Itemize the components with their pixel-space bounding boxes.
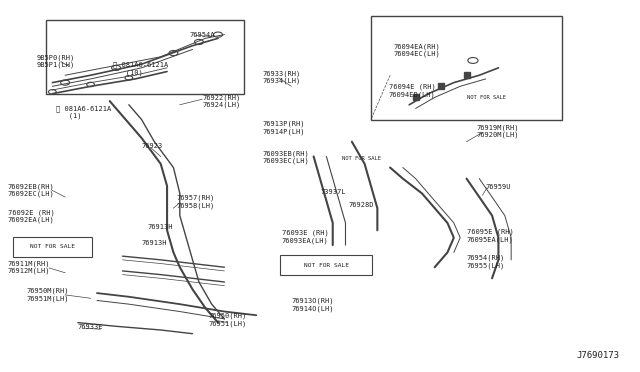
Text: 76950(RH)
76951(LH): 76950(RH) 76951(LH) [209, 312, 247, 327]
FancyBboxPatch shape [371, 16, 562, 119]
Text: 76919M(RH)
76920M(LH): 76919M(RH) 76920M(LH) [476, 124, 518, 138]
Text: 76954A: 76954A [189, 32, 215, 38]
Text: NOT FOR SALE: NOT FOR SALE [304, 263, 349, 268]
Text: 76933(RH)
76934(LH): 76933(RH) 76934(LH) [262, 70, 301, 84]
Text: 76928D: 76928D [349, 202, 374, 208]
Text: 76094E (RH)
76094EB(LH): 76094E (RH) 76094EB(LH) [389, 84, 436, 98]
Text: 76913H: 76913H [141, 240, 167, 246]
Text: Ⓑ 081A6-6121A
   (1): Ⓑ 081A6-6121A (1) [56, 105, 111, 119]
FancyBboxPatch shape [280, 256, 372, 275]
Text: NOT FOR SALE: NOT FOR SALE [342, 156, 381, 161]
Text: J7690173: J7690173 [577, 350, 620, 359]
Text: 76092EB(RH)
76092EC(LH): 76092EB(RH) 76092EC(LH) [8, 183, 54, 198]
Text: 76933E: 76933E [78, 324, 103, 330]
FancyBboxPatch shape [13, 237, 92, 257]
Text: 76094EA(RH)
76094EC(LH): 76094EA(RH) 76094EC(LH) [394, 43, 440, 57]
Text: 76911M(RH)
76912M(LH): 76911M(RH) 76912M(LH) [8, 260, 51, 274]
Text: 76959U: 76959U [486, 184, 511, 190]
Text: 76923: 76923 [141, 144, 163, 150]
Text: NOT FOR SALE: NOT FOR SALE [467, 95, 506, 100]
Text: 76092E (RH)
76092EA(LH): 76092E (RH) 76092EA(LH) [8, 209, 54, 223]
Text: 76093E (RH)
76093EA(LH): 76093E (RH) 76093EA(LH) [282, 230, 328, 244]
Text: 76095E (RH)
76095EA(LH): 76095E (RH) 76095EA(LH) [467, 229, 513, 243]
Text: Ⓑ 081A6-6121A
   (10): Ⓑ 081A6-6121A (10) [113, 61, 168, 76]
Text: 76913H: 76913H [148, 224, 173, 230]
Text: 76954(RH)
76955(LH): 76954(RH) 76955(LH) [467, 255, 505, 269]
Text: 76913P(RH)
76914P(LH): 76913P(RH) 76914P(LH) [262, 121, 305, 135]
Text: 76922(RH)
76924(LH): 76922(RH) 76924(LH) [202, 94, 241, 108]
Text: NOT FOR SALE: NOT FOR SALE [30, 244, 75, 249]
Text: 76950M(RH)
76951M(LH): 76950M(RH) 76951M(LH) [27, 288, 69, 302]
Text: 76913O(RH)
76914O(LH): 76913O(RH) 76914O(LH) [291, 298, 334, 312]
Text: 9B5P0(RH)
9B5P1(LH): 9B5P0(RH) 9B5P1(LH) [36, 54, 75, 68]
Text: 76093EB(RH)
76093EC(LH): 76093EB(RH) 76093EC(LH) [262, 150, 309, 164]
Text: 76957(RH)
76958(LH): 76957(RH) 76958(LH) [177, 195, 215, 209]
Text: 73937L: 73937L [320, 189, 346, 195]
FancyBboxPatch shape [46, 20, 244, 94]
